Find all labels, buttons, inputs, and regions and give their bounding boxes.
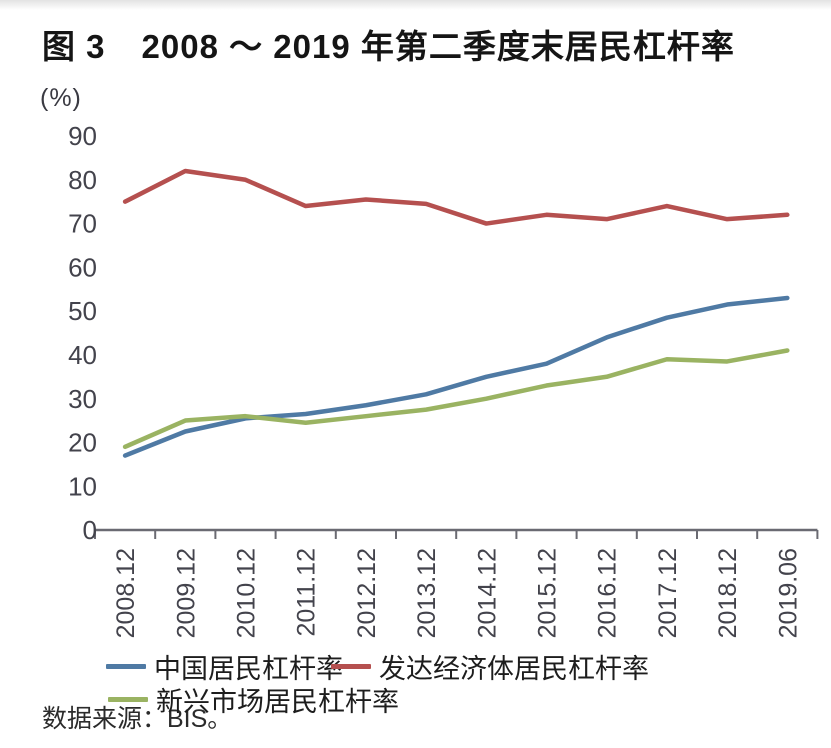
page-edge-shading bbox=[0, 0, 831, 10]
legend-item-developed-economies: 发达经济体居民杠杆率 bbox=[331, 651, 649, 684]
y-axis-tick-label: 40 bbox=[68, 340, 97, 370]
x-axis-tick-label: 2011.12 bbox=[293, 548, 321, 637]
y-axis-tick-label: 10 bbox=[68, 471, 97, 501]
legend-swatch-developed-line bbox=[331, 663, 371, 669]
x-axis-tick-label: 2010.12 bbox=[233, 548, 261, 638]
x-axis-tick-label: 2012.12 bbox=[353, 548, 381, 638]
figure-title-text: 2008 ～ 2019 年第二季度末居民杠杆率 bbox=[141, 28, 735, 65]
legend-label-developed: 发达经济体居民杠杆率 bbox=[379, 653, 649, 684]
x-axis-tick-label: 2019.06 bbox=[774, 548, 802, 638]
figure-number-label: 图 3 bbox=[42, 28, 106, 65]
figure-title: 图 3 2008 ～ 2019 年第二季度末居民杠杆率 bbox=[42, 20, 735, 68]
legend-label-china: 中国居民杠杆率 bbox=[154, 653, 343, 684]
x-axis-tick-label: 2015.12 bbox=[534, 548, 562, 638]
series-line-china bbox=[122, 295, 790, 458]
x-axis-tick-label: 2018.12 bbox=[714, 548, 742, 638]
x-axis-tick-label: 2013.12 bbox=[413, 548, 441, 638]
y-axis-tick-label: 20 bbox=[68, 428, 97, 458]
series-line-developed bbox=[122, 168, 790, 226]
y-axis-tick-label: 80 bbox=[68, 165, 97, 195]
legend-label-emerging: 新兴市场居民杠杆率 bbox=[156, 686, 399, 717]
legend-item-china: 中国居民杠杆率 bbox=[106, 651, 343, 684]
x-axis-tick-label: 2016.12 bbox=[594, 548, 622, 638]
y-axis-tick-label: 50 bbox=[68, 296, 97, 326]
legend-item-emerging-markets: 新兴市场居民杠杆率 bbox=[108, 684, 399, 717]
y-axis-tick-label: 60 bbox=[68, 252, 97, 282]
y-axis-tick-label: 70 bbox=[68, 209, 97, 239]
series-line-emerging bbox=[122, 348, 790, 450]
x-axis-tick-label: 2017.12 bbox=[654, 548, 682, 638]
legend-swatch-emerging-line bbox=[108, 696, 148, 702]
legend-swatch-china-line bbox=[106, 663, 146, 669]
x-axis-tick-label: 2008.12 bbox=[112, 548, 140, 638]
y-axis-tick-label: 90 bbox=[68, 121, 97, 151]
x-axis-tick-label: 2009.12 bbox=[172, 548, 200, 638]
x-axis-tick-label: 2014.12 bbox=[473, 548, 501, 638]
y-axis-tick-label: 30 bbox=[68, 384, 97, 414]
y-axis-unit-label: (%) bbox=[40, 84, 82, 112]
data-source-note: 数据来源：BIS。 bbox=[42, 705, 233, 733]
y-axis-tick-label: 0 bbox=[83, 515, 97, 545]
